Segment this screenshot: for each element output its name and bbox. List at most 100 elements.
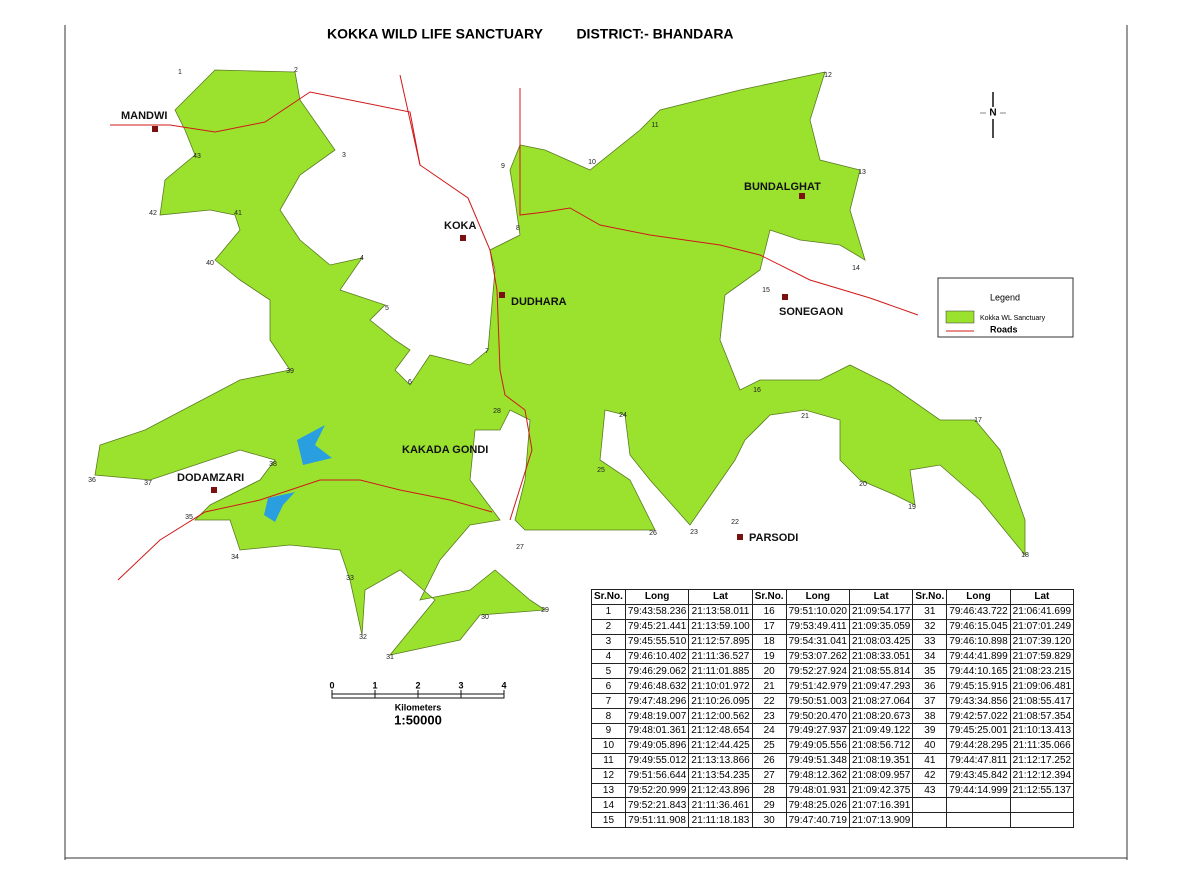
serial-cell: 18 — [751, 633, 787, 650]
point-label: 30 — [481, 614, 489, 621]
serial-cell: 33 — [912, 633, 948, 650]
coord-cell: 79:46:48.632 — [624, 678, 690, 695]
header-cell: Sr.No. — [751, 589, 787, 605]
table-row: 10 79:49:05.896 21:12:44.425 25 79:49:05.556… — [591, 737, 1075, 754]
coord-cell: 21:08:20.673 — [848, 708, 914, 725]
coord-cell: 21:07:39.120 — [1009, 633, 1075, 650]
serial-cell: 16 — [751, 603, 787, 620]
coord-cell: 79:50:51.003 — [785, 693, 850, 710]
coord-cell: 21:10:01.972 — [688, 678, 753, 695]
legend-item: Kokka WL Sanctuary — [980, 315, 1046, 322]
coord-cell: 79:46:15.045 — [946, 618, 1011, 635]
coord-cell: 79:46:29.062 — [624, 663, 690, 680]
serial-cell: 34 — [912, 648, 948, 665]
coord-cell: 21:12:43.896 — [688, 782, 753, 799]
coord-cell: 21:09:42.375 — [848, 782, 914, 799]
point-label: 35 — [185, 514, 193, 521]
legend-title: Legend — [990, 292, 1020, 302]
point-label: 2 — [294, 67, 298, 74]
coord-cell: 21:13:13.866 — [688, 752, 753, 769]
point-label: 27 — [516, 544, 524, 551]
point-label: 1 — [178, 69, 182, 76]
point-label: 7 — [485, 348, 489, 355]
point-label: 38 — [269, 461, 277, 468]
header-cell: Sr.No. — [591, 589, 626, 605]
coord-cell: 79:43:58.236 — [624, 603, 690, 620]
coord-cell: 21:09:06.481 — [1009, 678, 1075, 695]
serial-cell: 39 — [912, 723, 948, 739]
legend-swatch — [945, 310, 975, 324]
coord-cell: 21:11:36.461 — [688, 797, 753, 814]
coord-cell: 21:13:59.100 — [688, 618, 753, 635]
point-label: 26 — [649, 530, 657, 537]
serial-cell: 40 — [912, 737, 948, 754]
scale-ratio: 1:50000 — [394, 712, 442, 727]
point-label: 18 — [1021, 552, 1029, 559]
point-label: 21 — [801, 413, 809, 420]
empty-cell — [1009, 797, 1075, 814]
header-cell: Lat — [688, 589, 753, 605]
coord-cell: 21:12:00.562 — [688, 708, 753, 725]
coord-cell: 21:08:19.351 — [848, 752, 914, 769]
point-label: 41 — [234, 210, 242, 217]
coord-cell: 21:06:41.699 — [1009, 603, 1075, 620]
point-label: 34 — [231, 554, 239, 561]
scale-tick-label: 0 — [329, 680, 334, 690]
coord-cell: 21:09:54.177 — [848, 603, 914, 620]
district: DISTRICT:- BHANDARA — [576, 26, 733, 42]
place-label: KOKA — [444, 220, 476, 232]
coord-cell: 79:49:55.012 — [624, 752, 690, 769]
point-label: 20 — [859, 481, 867, 488]
point-label: 4 — [360, 255, 364, 262]
point-label: 15 — [762, 287, 770, 294]
coord-cell: 79:47:48.296 — [624, 693, 690, 710]
empty-cell — [946, 797, 1011, 814]
serial-cell: 9 — [591, 723, 626, 739]
north-label: N — [989, 108, 996, 119]
serial-cell: 7 — [591, 693, 626, 710]
point-label: 24 — [619, 412, 627, 419]
coord-cell: 21:12:55.137 — [1009, 782, 1075, 799]
serial-cell: 27 — [751, 767, 787, 784]
coord-cell: 79:49:05.896 — [624, 737, 690, 754]
coord-cell: 21:12:17.252 — [1009, 752, 1075, 769]
coord-cell: 79:50:20.470 — [785, 708, 850, 725]
coord-cell: 79:42:57.022 — [946, 708, 1011, 725]
table-header-row: Sr.No. Long Lat Sr.No. Long Lat Sr.No. Long Lat — [591, 589, 1075, 605]
coord-cell: 79:48:01.931 — [785, 782, 850, 799]
legend-item: Roads — [990, 324, 1018, 334]
water — [264, 492, 295, 522]
coord-cell: 21:08:57.354 — [1009, 708, 1075, 725]
serial-cell: 31 — [912, 603, 948, 620]
point-label: 11 — [651, 122, 658, 129]
serial-cell: 23 — [751, 708, 787, 725]
serial-cell: 13 — [591, 782, 626, 799]
serial-cell: 1 — [591, 603, 626, 620]
coord-cell: 79:44:28.295 — [946, 737, 1011, 754]
header-cell: Long — [785, 589, 850, 605]
coord-cell: 79:47:40.719 — [785, 812, 850, 829]
place-marker — [499, 292, 505, 298]
legend: Legend Kokka WL Sanctuary Roads — [937, 277, 1074, 338]
place-label: SONEGAON — [779, 306, 843, 318]
serial-cell: 29 — [751, 797, 787, 814]
serial-cell: 21 — [751, 678, 787, 695]
serial-cell: 24 — [751, 723, 787, 739]
point-label: 25 — [597, 467, 605, 474]
serial-cell: 36 — [912, 678, 948, 695]
empty-cell — [912, 812, 948, 829]
serial-cell: 22 — [751, 693, 787, 710]
coord-cell: 21:07:16.391 — [848, 797, 914, 814]
coord-cell: 21:13:54.235 — [688, 767, 753, 784]
coord-cell: 79:51:10.020 — [785, 603, 850, 620]
header-cell: Lat — [848, 589, 914, 605]
scale-tick-label: 3 — [458, 680, 463, 690]
coord-cell: 21:12:57.895 — [688, 633, 753, 650]
point-label: 42 — [149, 210, 157, 217]
north-arrow: N — [980, 92, 1006, 138]
serial-cell: 2 — [591, 618, 626, 635]
coord-cell: 79:51:56.644 — [624, 767, 690, 784]
point-label: 6 — [408, 379, 412, 386]
coord-cell: 21:12:12.394 — [1009, 767, 1075, 784]
